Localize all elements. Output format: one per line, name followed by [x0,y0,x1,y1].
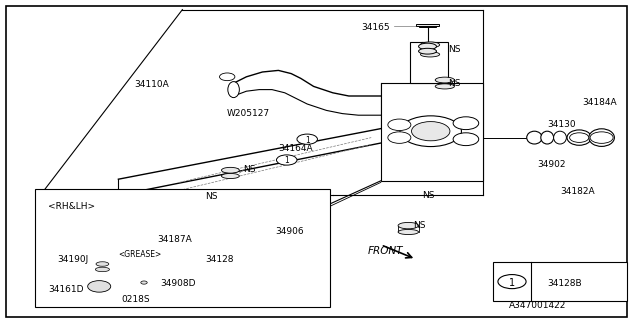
Ellipse shape [113,265,132,271]
Ellipse shape [419,43,436,50]
Text: 34187A: 34187A [157,236,191,244]
Circle shape [388,119,411,131]
Text: 34161D: 34161D [48,285,83,294]
Ellipse shape [221,173,239,179]
Circle shape [297,134,317,144]
Bar [419,24,436,27]
Ellipse shape [96,262,109,266]
Circle shape [400,116,461,147]
Ellipse shape [221,167,239,173]
Ellipse shape [435,77,454,83]
Text: 34902: 34902 [538,160,566,169]
Ellipse shape [567,130,591,145]
Bar [416,24,439,26]
Circle shape [220,73,235,81]
Text: 34182A: 34182A [560,188,595,196]
Ellipse shape [419,48,436,54]
Text: NS: NS [205,192,218,201]
Ellipse shape [554,131,566,144]
Text: 34906: 34906 [275,228,304,236]
Text: 34128: 34128 [205,255,234,264]
Text: 34110A: 34110A [134,80,169,89]
Text: 34908D: 34908D [160,279,195,288]
Text: FRONT: FRONT [368,246,403,256]
Text: 1: 1 [305,136,310,145]
Text: 34130: 34130 [547,120,576,129]
Bar [90,259,115,274]
Ellipse shape [398,229,419,235]
Circle shape [88,281,111,292]
Text: NS: NS [448,45,461,54]
Circle shape [276,155,297,165]
Circle shape [81,277,117,295]
Circle shape [498,275,526,289]
Circle shape [138,279,150,286]
Text: W205127: W205127 [227,109,270,118]
Ellipse shape [228,82,239,98]
Text: NS: NS [243,165,256,174]
Polygon shape [410,42,448,83]
Ellipse shape [527,131,542,144]
Text: 34164A: 34164A [278,144,313,153]
Text: 34165: 34165 [362,23,390,32]
Bar [35,189,330,307]
Text: 34190J: 34190J [58,255,89,264]
Circle shape [193,245,204,251]
Circle shape [590,132,613,143]
Ellipse shape [113,270,132,275]
Circle shape [161,224,182,234]
Text: 34128B: 34128B [547,279,582,288]
Ellipse shape [398,222,419,229]
Circle shape [453,133,479,146]
Ellipse shape [589,129,614,147]
Text: NS: NS [422,191,435,200]
Circle shape [141,281,147,284]
Ellipse shape [541,131,554,144]
Text: 1: 1 [509,277,515,288]
Text: 0218S: 0218S [122,295,150,304]
Ellipse shape [191,201,209,206]
Ellipse shape [95,267,109,272]
Circle shape [570,133,589,142]
Text: <RH&LH>: <RH&LH> [48,202,95,211]
Bar [493,262,627,301]
Text: 1: 1 [284,156,289,165]
Text: A347001422: A347001422 [509,301,566,310]
Circle shape [388,132,411,143]
Text: 34184A: 34184A [582,98,617,107]
Ellipse shape [420,42,440,48]
Ellipse shape [435,84,454,89]
Ellipse shape [420,52,440,57]
Ellipse shape [191,195,209,200]
Circle shape [412,122,450,141]
Polygon shape [381,83,483,181]
Circle shape [453,117,479,130]
Text: NS: NS [448,79,461,88]
Circle shape [176,240,189,246]
Text: <GREASE>: <GREASE> [118,250,162,259]
Text: NS: NS [413,221,426,230]
